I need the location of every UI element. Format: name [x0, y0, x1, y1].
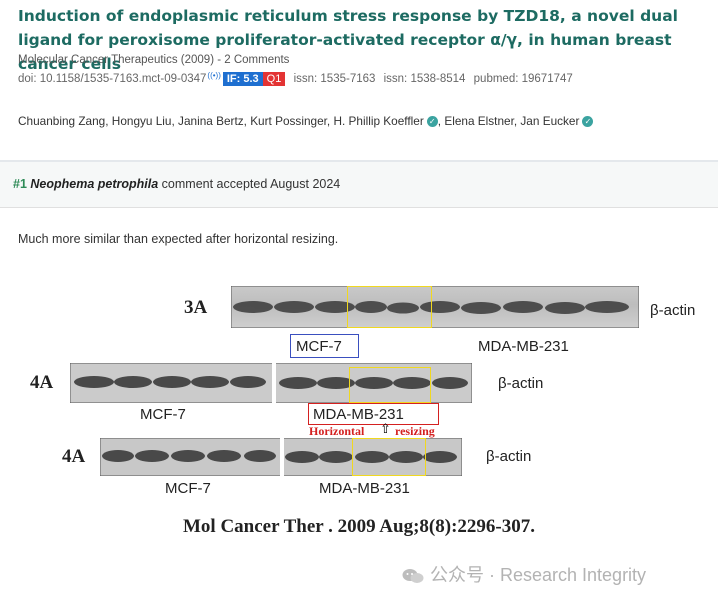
author-link[interactable]: Jan Eucker: [520, 114, 580, 128]
annotation-horizontal: Horizontal: [309, 424, 365, 438]
author-link[interactable]: H. Phillip Koeffler: [333, 114, 424, 128]
arrow-up-icon: ⇧: [380, 421, 391, 436]
comment-status: comment accepted August 2024: [161, 177, 341, 191]
author-link[interactable]: Hongyu Liu: [111, 114, 172, 128]
quartile-badge: Q1: [262, 72, 286, 86]
blot-strip-4a-top: [70, 363, 472, 403]
panel-label-3a: 3A: [184, 297, 208, 318]
mda-label: MDA-MB-231: [319, 480, 410, 497]
section-divider: [0, 160, 718, 162]
watermark-text: 公众号 · Research Integrity: [430, 565, 647, 585]
highlight-box: [352, 438, 426, 476]
comment-header: #1 Neophema petrophila comment accepted …: [0, 162, 718, 208]
beta-actin-label: β-actin: [486, 448, 532, 465]
comment-number[interactable]: #1: [13, 177, 27, 191]
issn-online: issn: 1538-8514: [383, 73, 466, 85]
doi-link[interactable]: doi: 10.1158/1535-7163.mct-09-0347: [18, 73, 207, 85]
blot-strip-4a-bottom: [100, 438, 462, 476]
highlight-box: [349, 367, 431, 403]
panel-label-4a: 4A: [30, 372, 54, 393]
comment-text: Much more similar than expected after ho…: [18, 232, 339, 246]
beta-actin-label: β-actin: [650, 302, 696, 319]
paper-meta: doi: 10.1158/1535-7163.mct-09-0347((•)) I…: [18, 70, 573, 86]
author-link[interactable]: Elena Elstner: [444, 114, 514, 128]
open-access-icon: ((•)): [207, 70, 221, 80]
journal-line[interactable]: Molecular Cancer Therapeutics (2009) - 2…: [18, 54, 290, 66]
figure-citation: Mol Cancer Ther . 2009 Aug;8(8):2296-307…: [182, 516, 535, 537]
paper-title[interactable]: Induction of endoplasmic reticulum stres…: [18, 7, 678, 73]
mcf7-label: MCF-7: [296, 338, 342, 355]
author-list: Chuanbing Zang, Hongyu Liu, Janina Bertz…: [18, 114, 594, 128]
highlight-box: [347, 286, 432, 328]
beta-actin-label: β-actin: [498, 375, 544, 392]
mcf7-box: [290, 334, 359, 358]
mcf7-label: MCF-7: [165, 480, 211, 497]
verified-icon: ✓: [426, 116, 438, 128]
annotation-resizing: resizing: [395, 424, 435, 438]
mda-box: [308, 403, 439, 425]
mcf7-label: MCF-7: [140, 406, 186, 423]
watermark: 公众号 · Research Integrity: [402, 561, 646, 587]
paper-header: Induction of endoplasmic reticulum stres…: [0, 0, 718, 160]
blot-strip-3a: [231, 286, 639, 328]
pubmed-id[interactable]: pubmed: 19671747: [473, 73, 573, 85]
author-link[interactable]: Chuanbing Zang: [18, 114, 106, 128]
author-link[interactable]: Janina Bertz: [178, 114, 244, 128]
panel-label-4a: 4A: [62, 446, 86, 467]
author-link[interactable]: Kurt Possinger: [250, 114, 327, 128]
issn-print: issn: 1535-7163: [293, 73, 376, 85]
impact-factor-badge: IF: 5.3: [222, 72, 263, 86]
mda-label: MDA-MB-231: [313, 406, 404, 423]
commenter-name[interactable]: Neophema petrophila: [30, 177, 159, 191]
wechat-icon: [402, 569, 424, 584]
verified-icon: ✓: [582, 116, 594, 128]
mda-label: MDA-MB-231: [478, 338, 569, 355]
